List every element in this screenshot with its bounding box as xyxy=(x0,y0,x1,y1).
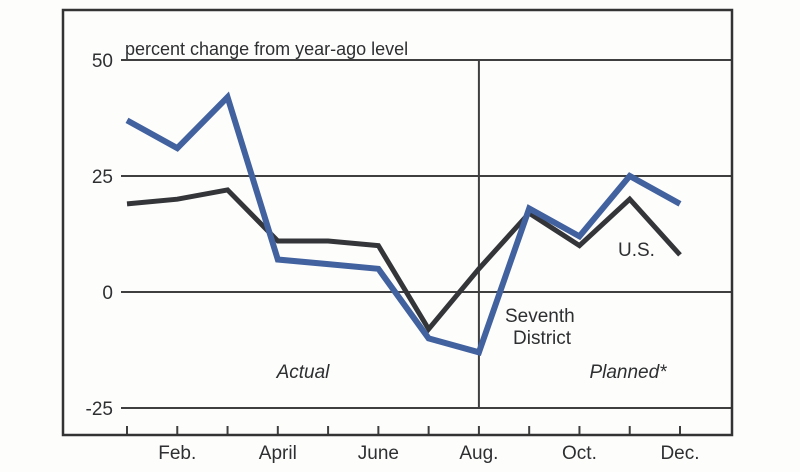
chart-frame xyxy=(61,8,734,437)
x-axis-label-feb: Feb. xyxy=(158,443,196,464)
seventh-district-series-label-line2: District xyxy=(513,328,572,349)
section-label-planned: Planned* xyxy=(589,362,667,383)
series-line-seventh-district xyxy=(125,91,682,356)
axis-ticks-layer xyxy=(126,426,681,434)
y-axis-tick-label: 25 xyxy=(92,167,113,188)
series-line-u-s xyxy=(126,187,682,334)
us-series-label: U.S. xyxy=(618,240,655,261)
y-axis-tick-label: 0 xyxy=(102,283,113,304)
x-axis-label-aug: Aug. xyxy=(459,443,498,464)
y-axis-tick-label: 50 xyxy=(92,51,113,72)
section-label-actual: Actual xyxy=(276,362,331,383)
axis-labels-layer: 50 25 0 -25 Feb. April June Aug. Oct. Dec. xyxy=(86,51,700,464)
seventh-district-series-label-line1: Seventh xyxy=(505,306,575,327)
y-axis-tick-label: -25 xyxy=(86,399,113,420)
series-lines-layer xyxy=(125,91,682,356)
x-axis-label-june: June xyxy=(358,443,399,464)
x-axis-label-oct: Oct. xyxy=(562,443,597,464)
x-axis-label-dec: Dec. xyxy=(660,443,699,464)
x-axis-label-april: April xyxy=(259,443,297,464)
chart-title: percent change from year-ago level xyxy=(125,39,408,59)
